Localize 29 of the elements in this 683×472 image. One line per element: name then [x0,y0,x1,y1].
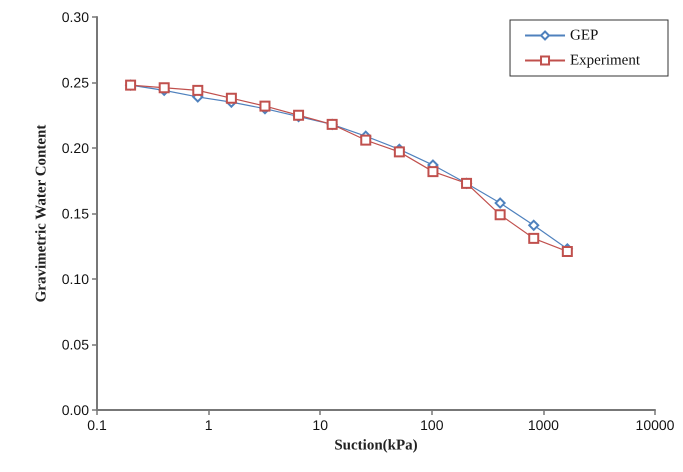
x-tick-label: 10000 [636,417,675,433]
point [494,198,506,209]
point [528,232,540,244]
point [394,146,405,158]
legend-label: GEP [570,28,598,44]
point [192,84,204,96]
x-tick-label: 10 [312,417,328,433]
point [562,246,573,257]
point [494,209,506,220]
point [427,166,438,178]
x-tick-label: 100 [420,417,444,433]
y-axis-title: Gravimetric Water Content [34,124,50,302]
point [259,100,270,112]
point [158,82,170,94]
x-tick-label: 0.1 [87,417,107,433]
x-tick-label: 1000 [528,417,560,433]
y-tick-label: 0.20 [62,140,90,156]
point [528,220,540,231]
y-tick-label: 0.10 [62,271,90,287]
x-axis-title: Suction(kPa) [334,438,418,454]
point [360,134,372,146]
legend-label: Experiment [570,52,641,68]
y-tick-label: 0.15 [62,206,90,222]
y-tick-label: 0.25 [62,74,90,90]
x-tick-label: 1 [204,417,213,433]
y-tick-label: 0.05 [62,336,90,352]
y-tick-label: 0.00 [62,402,90,418]
y-tick-label: 0.30 [62,9,90,25]
point [226,92,237,104]
